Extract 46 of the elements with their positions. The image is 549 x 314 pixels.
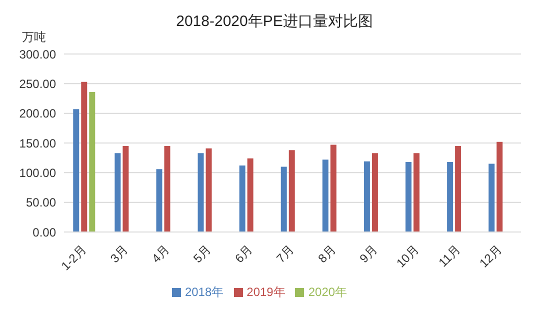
y-tick-label: 300.00 bbox=[19, 47, 56, 62]
legend-label: 2020年 bbox=[308, 285, 348, 299]
bar bbox=[239, 166, 246, 232]
bar bbox=[364, 161, 370, 232]
y-tick-label: 50.00 bbox=[26, 196, 56, 210]
x-tick-label: 6月 bbox=[232, 242, 256, 266]
legend-label: 2019年 bbox=[246, 285, 286, 299]
x-tick-label: 3月 bbox=[108, 242, 131, 266]
x-tick-label: 9月 bbox=[356, 242, 380, 266]
y-tick-label: 0.00 bbox=[32, 225, 56, 240]
bar bbox=[322, 160, 328, 232]
bar bbox=[156, 169, 162, 232]
x-tick-label: 1-2月 bbox=[58, 242, 90, 274]
bar bbox=[89, 92, 96, 232]
bar bbox=[455, 146, 462, 232]
y-tick-label: 100.00 bbox=[19, 166, 56, 180]
y-tick-label: 250.00 bbox=[19, 76, 56, 91]
x-tick-label: 4月 bbox=[149, 242, 172, 266]
y-tick-label: 150.00 bbox=[19, 136, 56, 150]
bar bbox=[73, 109, 80, 232]
bar bbox=[206, 148, 212, 232]
bar bbox=[280, 166, 287, 232]
bar bbox=[81, 82, 88, 232]
y-axis-title: 万吨 bbox=[22, 30, 46, 44]
bar bbox=[330, 144, 336, 232]
bar bbox=[488, 164, 495, 232]
x-tick-label: 7月 bbox=[274, 242, 297, 266]
x-tick-label: 5月 bbox=[190, 242, 214, 266]
x-tick-label: 12月 bbox=[476, 242, 505, 270]
x-tick-label: 8月 bbox=[315, 242, 338, 266]
bar bbox=[198, 153, 204, 232]
legend-label: 2018年 bbox=[184, 285, 224, 299]
bar bbox=[164, 146, 170, 232]
bar bbox=[122, 146, 129, 232]
bar bbox=[247, 158, 254, 232]
bar bbox=[288, 150, 295, 232]
x-tick-label: 10月 bbox=[394, 242, 422, 270]
x-tick-label: 11月 bbox=[436, 242, 464, 270]
chart-title: 2018-2020年PE进口量对比图 bbox=[175, 12, 374, 31]
bar bbox=[414, 153, 420, 232]
y-tick-label: 200.00 bbox=[19, 106, 56, 121]
bar bbox=[406, 162, 412, 232]
bar bbox=[496, 142, 503, 232]
bar bbox=[447, 162, 454, 232]
bar bbox=[114, 153, 121, 232]
bar bbox=[372, 153, 378, 232]
